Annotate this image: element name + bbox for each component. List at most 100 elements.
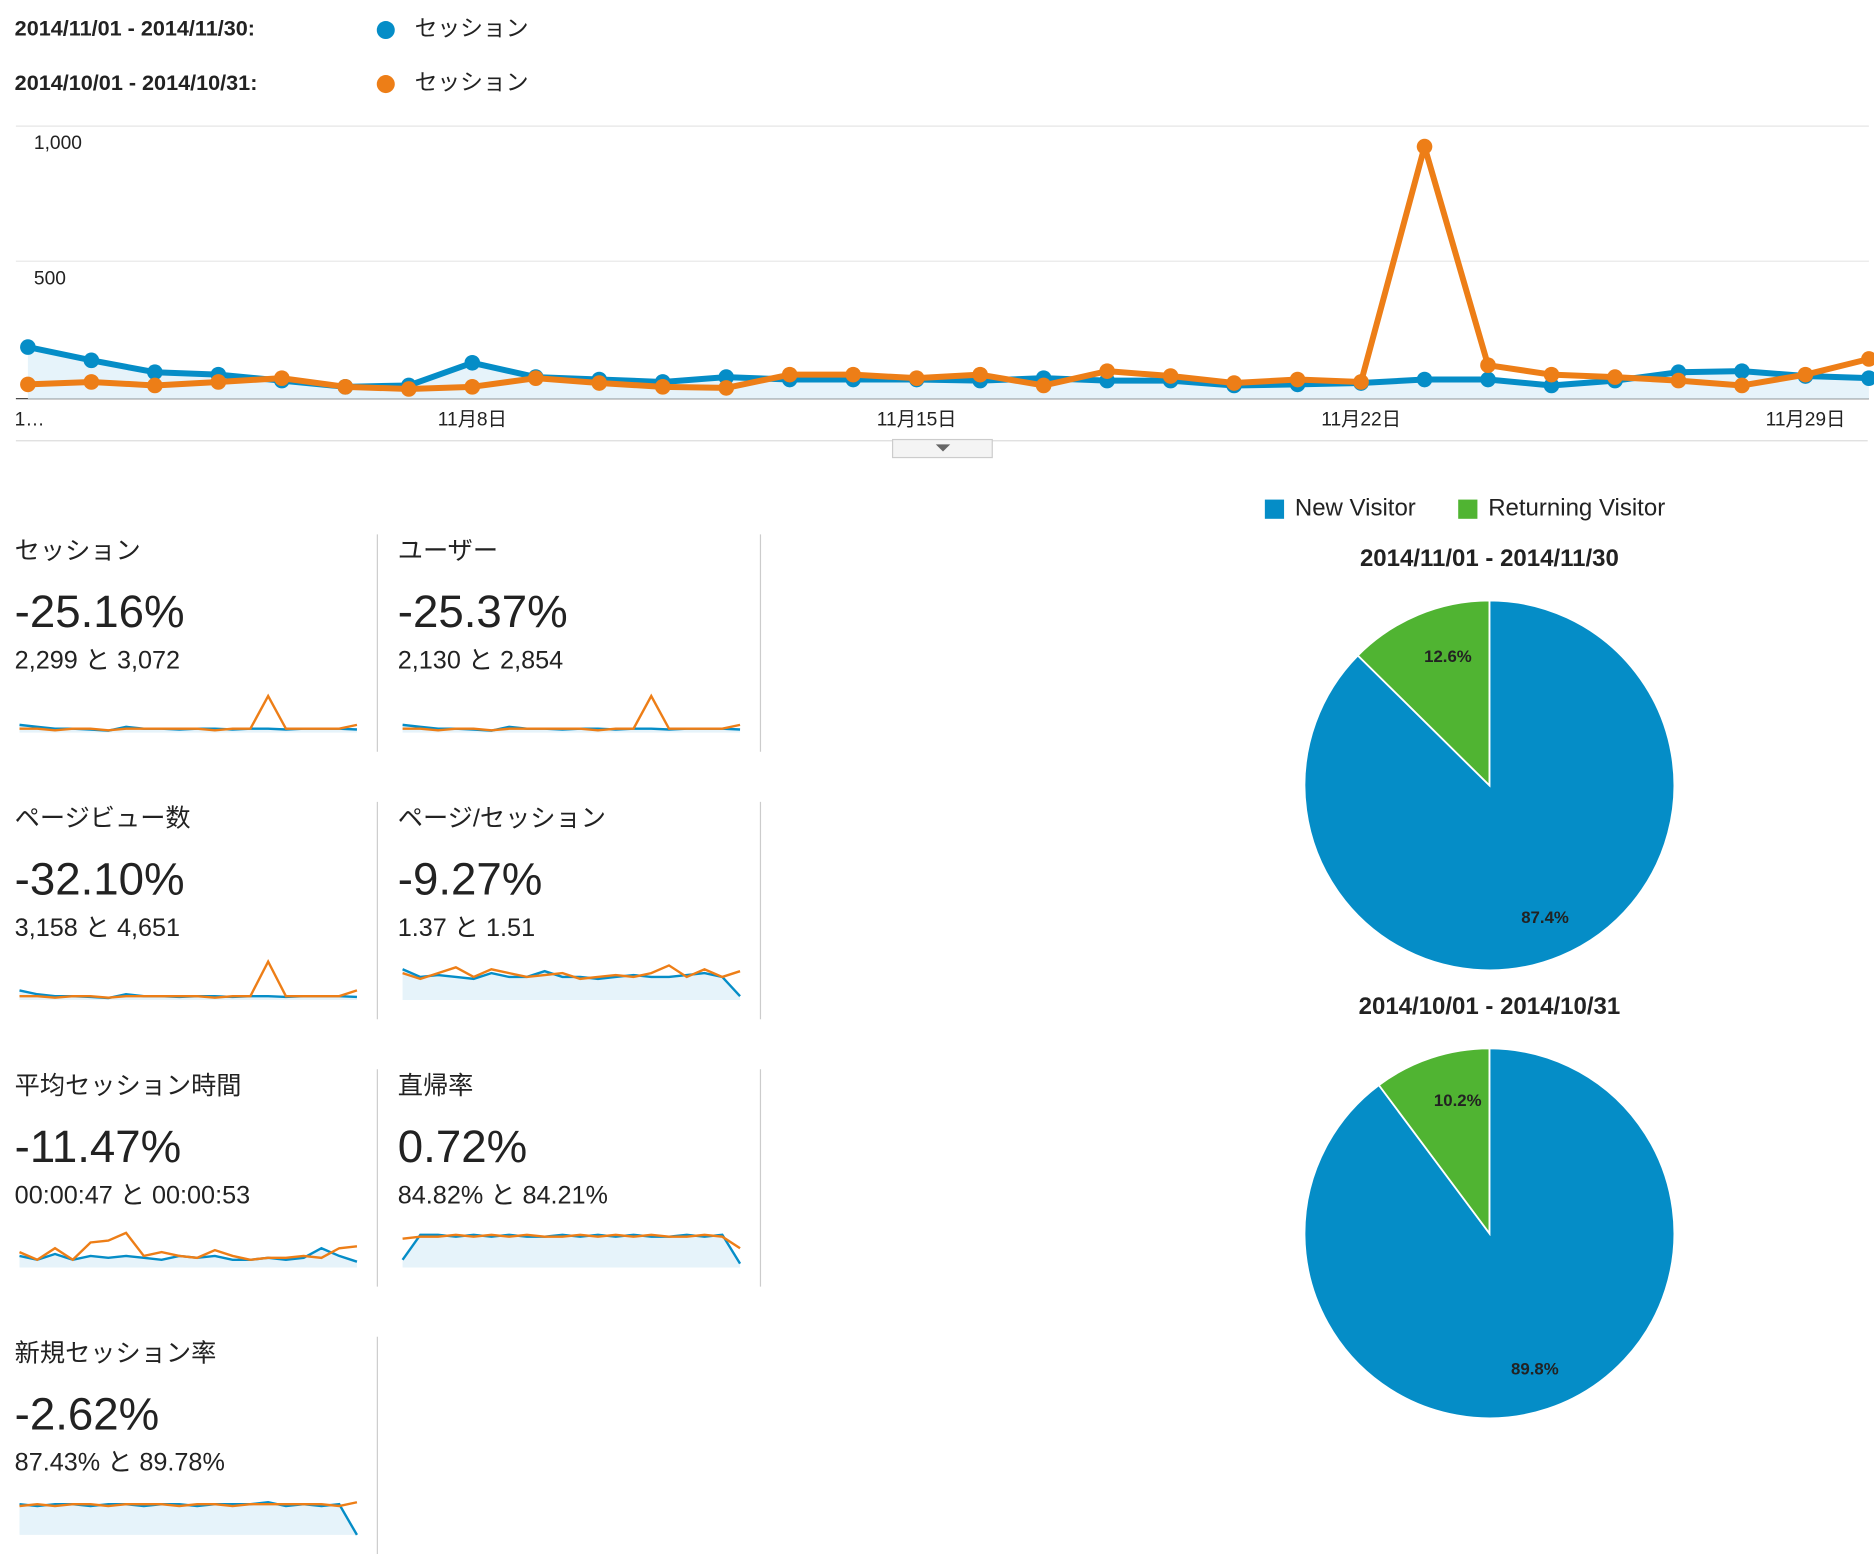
legend-period: 2014/11/01 - 2014/11/30: [15, 16, 255, 41]
data-point [591, 375, 608, 391]
legend-swatch [1458, 499, 1478, 519]
data-point [1734, 377, 1750, 394]
data-point [1289, 371, 1306, 388]
collapse-arrow [935, 444, 951, 452]
data-point [1226, 375, 1242, 391]
pie-slice [1356, 599, 1491, 788]
data-point [1035, 377, 1052, 394]
metric-change: -11.47% [15, 1121, 182, 1172]
metric-change: -25.16% [15, 586, 185, 637]
data-point [1480, 357, 1496, 374]
metric-change: -25.37% [398, 586, 568, 637]
sparkline [402, 1233, 741, 1250]
spark-area [19, 990, 357, 1001]
spark-area [19, 1502, 357, 1535]
legend-dot [376, 75, 395, 94]
legend-label: セッション [415, 15, 529, 41]
data-point [83, 352, 100, 369]
data-point [83, 374, 100, 390]
data-point [1480, 371, 1496, 388]
metric-title: 直帰率 [398, 1072, 474, 1100]
data-point [908, 370, 925, 386]
metric-change: -9.27% [398, 853, 543, 904]
legend-period: 2014/10/01 - 2014/10/31: [15, 70, 258, 95]
data-point [1607, 369, 1623, 385]
metric-title: ページ/セッション [398, 805, 606, 833]
x-tick-label: 11月15日 [877, 409, 957, 430]
data-point [337, 379, 354, 395]
legend-label: New Visitor [1295, 495, 1416, 522]
x-tick-label: 11月22日 [1321, 409, 1401, 430]
metric-comparison: 2,299 と 3,072 [15, 646, 180, 674]
metric-title: 平均セッション時間 [15, 1072, 242, 1100]
spark-area [402, 1234, 741, 1268]
metric-comparison: 00:00:47 と 00:00:53 [15, 1181, 250, 1209]
data-point [1353, 374, 1369, 390]
pie-title: 2014/10/01 - 2014/10/31 [1359, 993, 1621, 1020]
slice-label: 10.2% [1434, 1091, 1482, 1110]
legend-label: Returning Visitor [1488, 495, 1665, 522]
metric-title: ページビュー数 [15, 805, 191, 833]
data-point [1797, 366, 1814, 383]
data-point [845, 366, 861, 383]
data-point [1416, 138, 1433, 155]
data-point [1162, 368, 1179, 384]
sparkline [19, 693, 358, 732]
data-point [654, 379, 671, 395]
data-point [718, 380, 735, 396]
data-point [718, 369, 735, 385]
series-line [27, 143, 1870, 392]
legend-dot [376, 21, 395, 40]
data-point [1861, 370, 1874, 386]
data-point [1861, 351, 1874, 367]
data-point [1099, 363, 1115, 379]
metric-comparison: 3,158 と 4,651 [15, 914, 180, 942]
legend-label: セッション [415, 69, 529, 95]
data-point [20, 376, 36, 393]
slice-label: 89.8% [1511, 1360, 1559, 1379]
data-point [1543, 366, 1560, 383]
data-point [527, 370, 544, 386]
metric-title: 新規セッション率 [15, 1339, 217, 1367]
slice-label: 87.4% [1521, 908, 1569, 927]
metric-change: -2.62% [15, 1388, 160, 1439]
data-point [781, 366, 798, 383]
data-point [400, 381, 417, 397]
pie-slice [1377, 1047, 1491, 1237]
data-point [464, 379, 481, 395]
data-point [20, 339, 36, 355]
metric-change: 0.72% [398, 1121, 527, 1172]
metric-comparison: 2,130 と 2,854 [398, 646, 563, 674]
y-tick-label: 500 [34, 268, 66, 289]
pie-slice [1303, 599, 1676, 972]
metric-change: -32.10% [15, 853, 185, 904]
data-point [1734, 363, 1750, 379]
area [27, 347, 1869, 399]
x-tick-label: 1… [15, 409, 45, 430]
legend-swatch [1264, 499, 1285, 519]
metric-title: ユーザー [398, 537, 498, 565]
data-point [147, 364, 163, 381]
data-point [972, 366, 988, 383]
x-tick-label: 11月8日 [438, 409, 507, 430]
metric-comparison: 87.43% と 89.78% [15, 1449, 225, 1477]
data-point [274, 370, 290, 386]
metric-comparison: 1.37 と 1.51 [398, 914, 535, 942]
data-point [1670, 372, 1687, 389]
sparkline [19, 1501, 358, 1508]
metric-comparison: 84.82% と 84.21% [398, 1181, 608, 1209]
sparkline [19, 958, 358, 999]
data-point [1543, 377, 1560, 394]
data-point [1416, 371, 1433, 388]
metric-title: セッション [15, 537, 141, 565]
sparkline [402, 964, 741, 981]
y-tick-label: 1,000 [34, 133, 82, 154]
sparkline [19, 1231, 358, 1262]
slice-label: 12.6% [1424, 647, 1472, 666]
pie-title: 2014/11/01 - 2014/11/30 [1360, 545, 1619, 572]
data-point [464, 354, 481, 371]
x-tick-label: 11月29日 [1766, 409, 1846, 430]
data-point [210, 374, 227, 390]
data-point [147, 377, 163, 394]
